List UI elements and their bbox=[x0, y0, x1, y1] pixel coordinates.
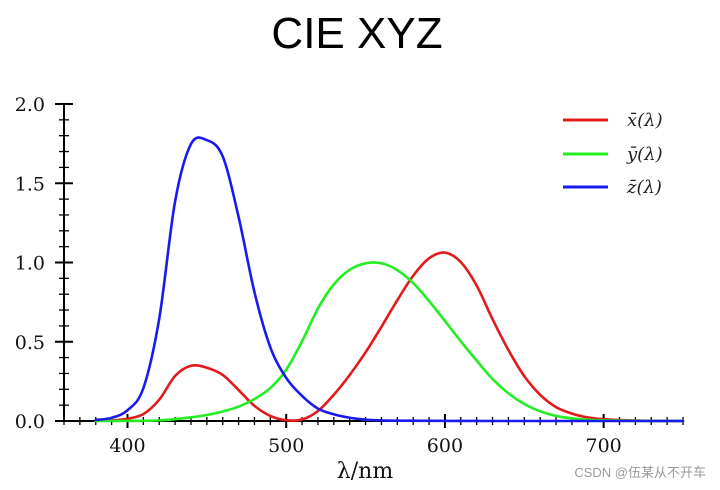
legend: x̄(λ) ȳ(λ) z̄(λ) bbox=[563, 110, 663, 198]
legend-label-z: z̄(λ) bbox=[626, 177, 662, 198]
axes: 400 500 600 700 0.0 0.5 1.0 1.5 2.0 bbox=[15, 94, 684, 457]
watermark: CSDN @伍某从不开车 bbox=[574, 465, 706, 480]
x-tick-label: 700 bbox=[586, 435, 622, 457]
x-tick-label: 500 bbox=[268, 435, 304, 457]
series-line-xbar bbox=[94, 251, 685, 423]
y-tick-label: 2.0 bbox=[15, 94, 45, 116]
y-tick-label: 0.5 bbox=[15, 332, 45, 354]
x-tick-label: 400 bbox=[109, 435, 145, 457]
x-axis-label: λ/nm bbox=[337, 459, 394, 484]
legend-label-x: x̄(λ) bbox=[627, 110, 663, 131]
y-tick-label: 1.0 bbox=[15, 253, 45, 275]
y-tick-label: 0.0 bbox=[15, 411, 45, 433]
chart-title: CIE XYZ bbox=[271, 9, 442, 58]
legend-label-y: ȳ(λ) bbox=[626, 144, 663, 165]
series-line-ybar bbox=[94, 261, 685, 423]
x-tick-label: 600 bbox=[427, 435, 463, 457]
series-layer bbox=[94, 136, 685, 423]
series-line-zbar bbox=[94, 136, 685, 423]
y-tick-label: 1.5 bbox=[15, 173, 45, 195]
